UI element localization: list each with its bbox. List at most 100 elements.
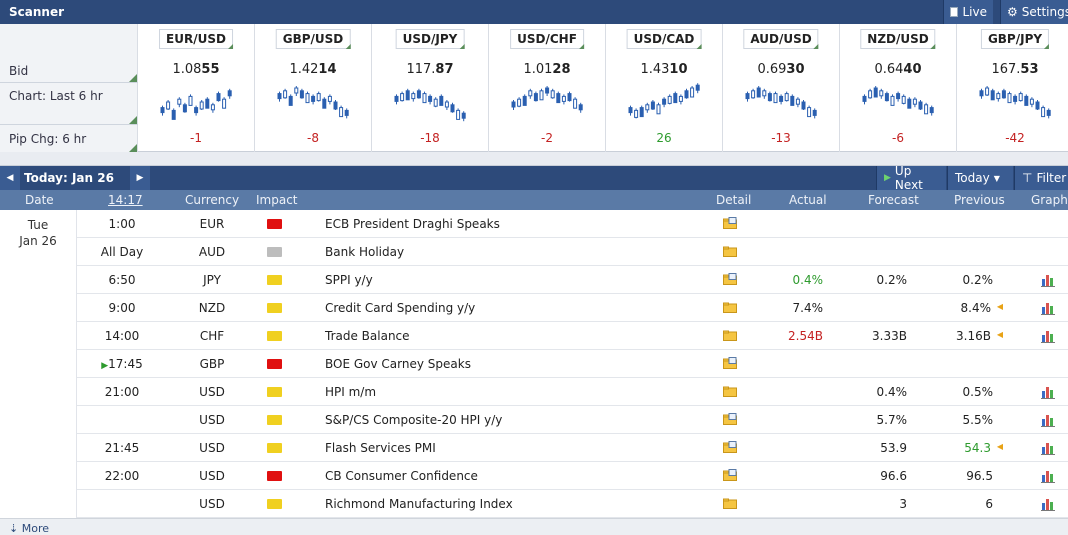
next-day-arrow-icon[interactable]: ▶ xyxy=(130,166,150,190)
live-toggle[interactable]: Live xyxy=(943,0,993,24)
pair-name[interactable]: USD/CHF xyxy=(510,29,584,49)
event-title[interactable]: Bank Holiday xyxy=(325,245,405,259)
event-title[interactable]: CB Consumer Confidence xyxy=(325,469,478,483)
folder-icon[interactable] xyxy=(723,329,737,341)
event-forecast: 0.2% xyxy=(876,273,908,287)
checkbox-icon[interactable] xyxy=(950,7,959,17)
revised-marker-icon[interactable]: ◀ xyxy=(996,330,1003,339)
event-title[interactable]: HPI m/m xyxy=(325,385,377,399)
table-row[interactable]: 6:50 JPY SPPI y/y 0.4% 0.2% 0.2% xyxy=(77,266,1068,294)
candle-body xyxy=(684,90,689,99)
table-row[interactable]: 14:00 CHF Trade Balance 2.54B 3.33B 3.16B ◀ xyxy=(77,322,1068,350)
folder-doc-icon[interactable] xyxy=(723,441,737,453)
bid-price: 1.4214 xyxy=(255,62,371,77)
pair-gbp-usd[interactable]: GBP/USD 1.4214 -8 xyxy=(255,24,372,152)
pair-usd-jpy[interactable]: USD/JPY 117.87 -18 xyxy=(372,24,489,152)
candle-body xyxy=(444,101,449,108)
table-row[interactable]: ▶17:45 GBP BOE Gov Carney Speaks xyxy=(77,350,1068,378)
event-title[interactable]: Trade Balance xyxy=(325,329,410,343)
candle-body xyxy=(339,107,344,118)
bar-chart-icon[interactable] xyxy=(1041,329,1055,343)
folder-doc-icon[interactable] xyxy=(723,217,737,229)
event-title[interactable]: SPPI y/y xyxy=(325,273,373,287)
pair-usd-chf[interactable]: USD/CHF 1.0128 -2 xyxy=(489,24,606,152)
today-dropdown[interactable]: Today ▼ xyxy=(947,166,1013,190)
bar-chart-icon[interactable] xyxy=(1041,497,1055,511)
table-row[interactable]: USD Richmond Manufacturing Index 3 6 xyxy=(77,490,1068,518)
bar-chart-icon[interactable] xyxy=(1041,441,1055,455)
pair-name[interactable]: USD/CAD xyxy=(626,29,702,49)
pair-usd-cad[interactable]: USD/CAD 1.4310 26 xyxy=(606,24,723,152)
candle-body xyxy=(333,101,338,110)
event-title[interactable]: ECB President Draghi Speaks xyxy=(325,217,500,231)
col-forecast: Forecast xyxy=(868,193,919,207)
pair-name[interactable]: USD/JPY xyxy=(395,29,465,49)
candle-body xyxy=(528,90,533,97)
candle-body xyxy=(405,90,410,101)
bar-chart-icon[interactable] xyxy=(1041,469,1055,483)
pair-name[interactable]: EUR/USD xyxy=(159,29,233,49)
pair-name[interactable]: GBP/JPY xyxy=(980,29,1050,49)
col-actual: Actual xyxy=(789,193,827,207)
bid-prefix: 1.08 xyxy=(172,62,202,77)
table-row[interactable]: 9:00 NZD Credit Card Spending y/y 7.4% 8.4% ◀ xyxy=(77,294,1068,322)
bar-chart-icon[interactable] xyxy=(1041,273,1055,287)
divider xyxy=(0,82,138,83)
candle-body xyxy=(756,87,761,98)
impact-icon xyxy=(267,443,282,453)
table-row[interactable]: 21:45 USD Flash Services PMI 53.9 54.3 ◀ xyxy=(77,434,1068,462)
candle-body xyxy=(160,107,165,114)
prev-day-arrow-icon[interactable]: ◀ xyxy=(0,166,20,190)
candle-body xyxy=(890,95,895,106)
event-title[interactable]: BOE Gov Carney Speaks xyxy=(325,357,471,371)
folder-doc-icon[interactable] xyxy=(723,469,737,481)
bid-price: 117.87 xyxy=(372,62,488,77)
bid-price: 0.6440 xyxy=(840,62,956,77)
folder-doc-icon[interactable] xyxy=(723,273,737,285)
revised-marker-icon[interactable]: ◀ xyxy=(996,442,1003,451)
table-row[interactable]: All Day AUD Bank Holiday xyxy=(77,238,1068,266)
pair-name[interactable]: GBP/USD xyxy=(275,29,351,49)
table-row[interactable]: 21:00 USD HPI m/m 0.4% 0.5% xyxy=(77,378,1068,406)
event-title[interactable]: Flash Services PMI xyxy=(325,441,436,455)
pair-aud-usd[interactable]: AUD/USD 0.6930 -13 xyxy=(723,24,840,152)
pair-name[interactable]: NZD/USD xyxy=(860,29,937,49)
revised-marker-icon[interactable]: ◀ xyxy=(996,302,1003,311)
bar-chart-icon[interactable] xyxy=(1041,385,1055,399)
candle-body xyxy=(901,95,906,104)
candle-body xyxy=(194,107,199,114)
currency-pairs: EUR/USD 1.0855 -1 GBP/USD 1.4214 -8 USD/JPY 117… xyxy=(138,24,1068,152)
settings-button[interactable]: ⚙ Settings xyxy=(1000,0,1068,24)
folder-icon[interactable] xyxy=(723,301,737,313)
bar-chart-icon[interactable] xyxy=(1041,301,1055,315)
candle-body xyxy=(511,101,516,108)
pair-gbp-jpy[interactable]: GBP/JPY 167.53 -42 xyxy=(957,24,1068,152)
col-time[interactable]: 14:17 xyxy=(108,193,143,207)
bid-price: 167.53 xyxy=(957,62,1068,77)
pair-name[interactable]: AUD/USD xyxy=(743,29,820,49)
candle-body xyxy=(1013,95,1018,102)
up-next-button[interactable]: ▶ Up Next xyxy=(876,164,946,192)
pair-eur-usd[interactable]: EUR/USD 1.0855 -1 xyxy=(138,24,255,152)
folder-doc-icon[interactable] xyxy=(723,413,737,425)
folder-icon[interactable] xyxy=(723,385,737,397)
table-row[interactable]: 1:00 EUR ECB President Draghi Speaks xyxy=(77,210,1068,238)
bar-chart-icon[interactable] xyxy=(1041,413,1055,427)
event-title[interactable]: Richmond Manufacturing Index xyxy=(325,497,513,511)
table-row[interactable]: 22:00 USD CB Consumer Confidence 96.6 96.5 xyxy=(77,462,1068,490)
more-link[interactable]: ⇣ More xyxy=(9,522,49,535)
folder-icon[interactable] xyxy=(723,245,737,257)
table-row[interactable]: USD S&P/CS Composite-20 HPI y/y 5.7% 5.5% xyxy=(77,406,1068,434)
event-title[interactable]: S&P/CS Composite-20 HPI y/y xyxy=(325,413,503,427)
pair-nzd-usd[interactable]: NZD/USD 0.6440 -6 xyxy=(840,24,957,152)
event-title[interactable]: Credit Card Spending y/y xyxy=(325,301,476,315)
bid-pips: 87 xyxy=(435,62,454,77)
event-time-text: 1:00 xyxy=(108,217,136,231)
candle-body xyxy=(394,95,399,102)
filter-button[interactable]: ⊤ Filter xyxy=(1014,166,1068,190)
gear-icon: ⚙ xyxy=(1007,5,1018,19)
folder-doc-icon[interactable] xyxy=(723,357,737,369)
folder-icon[interactable] xyxy=(723,497,737,509)
more-bar: ⇣ More xyxy=(0,518,1068,535)
impact-icon xyxy=(267,303,282,313)
